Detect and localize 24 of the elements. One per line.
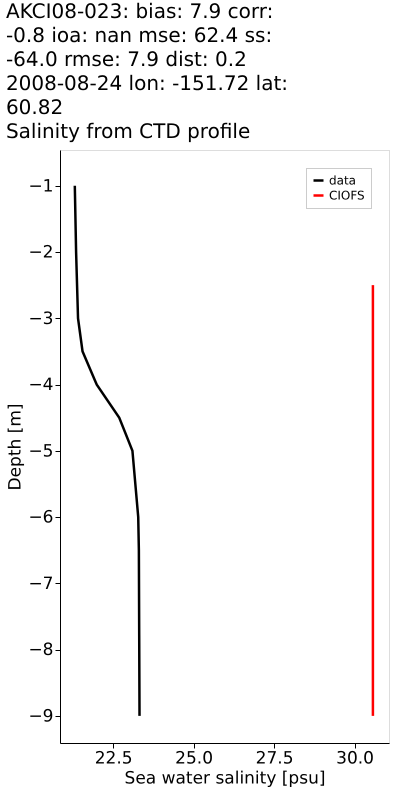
text: -0.8 ioa: nan mse: 62.4 ss:	[6, 23, 272, 47]
text: 2008-08-24 lon: -151.72 lat:	[6, 71, 288, 95]
y-tick-label: −2	[28, 242, 54, 263]
x-tick-label: 27.5	[256, 748, 294, 768]
legend-label: CIOFS	[329, 188, 365, 202]
y-tick-label: −1	[28, 176, 54, 196]
text: -64.0 rmse: 7.9 dist: 0.2	[6, 47, 247, 71]
line-series	[74, 184, 141, 718]
x-tick-label: 30.0	[336, 748, 374, 768]
y-tick-label: −9	[28, 706, 54, 726]
y-tick-label: −6	[28, 508, 54, 528]
x-tick-label: 25.0	[175, 748, 214, 768]
text: AKCI08-023: bias: 7.9 corr:	[6, 0, 274, 23]
x-tick-label: 22.5	[94, 748, 133, 768]
y-tick-label: −4	[28, 375, 54, 396]
y-axis-title: Depth [m]	[5, 403, 26, 491]
legend-label: data	[329, 174, 356, 188]
y-tick-label: −7	[28, 574, 54, 594]
y-tick-label: −3	[28, 308, 54, 329]
text: Salinity from CTD profile	[6, 119, 250, 143]
text: 60.82	[6, 95, 64, 119]
y-tick-label: −5	[28, 441, 54, 462]
y-tick-label: −8	[28, 640, 54, 660]
x-axis-title: Sea water salinity [psu]	[124, 768, 326, 788]
